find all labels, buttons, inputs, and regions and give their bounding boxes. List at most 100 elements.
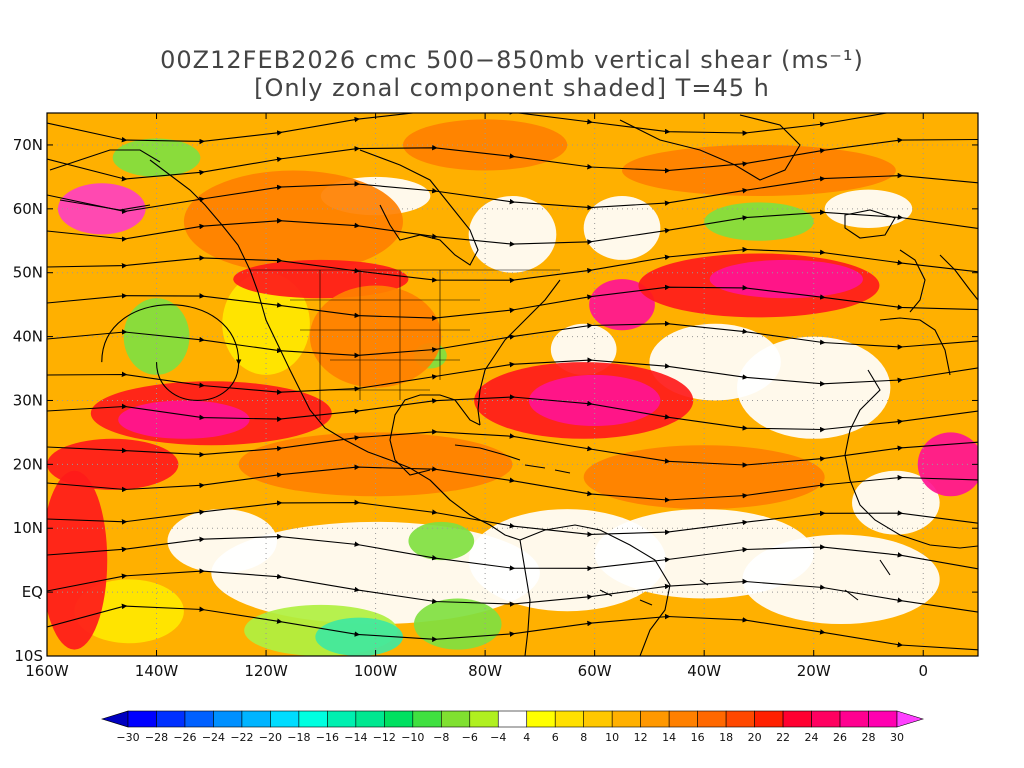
colorbar-label: 18 (719, 731, 733, 744)
colorbar-swatch (611, 710, 641, 728)
longitude-ticks: 160W 140W 120W 100W 80W 60W 40W 20W 0 (25, 113, 928, 680)
colorbar-swatch (184, 710, 214, 728)
lat-tick-label: 30N (13, 391, 43, 409)
lon-tick-label: 60W (578, 662, 612, 680)
colorbar-label: 14 (662, 731, 676, 744)
lat-tick-label: 10S (14, 647, 43, 665)
colorbar-high-arrow (896, 710, 925, 728)
colorbar-label: −10 (401, 731, 424, 744)
lat-tick-label: 20N (13, 455, 43, 473)
colorbar: −30 −28 −26 −24 −22 −20 −18 −16 −14 −12 −10 −8 −6 −4 4… (100, 710, 925, 744)
colorbar-swatch (298, 710, 328, 728)
chart-title-line1: 00Z12FEB2026 cmc 500−850mb vertical shea… (160, 46, 864, 74)
colorbar-swatch (811, 710, 841, 728)
colorbar-swatch (440, 710, 471, 728)
colorbar-label: 10 (605, 731, 619, 744)
streamline (47, 246, 978, 284)
lon-tick-label: 140W (135, 662, 179, 680)
colorbar-label: −24 (202, 731, 225, 744)
colorbar-label: −4 (490, 731, 506, 744)
colorbar-swatch (554, 710, 585, 728)
streamline (47, 209, 978, 247)
streamline (47, 429, 978, 468)
lat-tick-label: 70N (13, 136, 43, 154)
colorbar-swatch (640, 710, 670, 728)
shear-blob (118, 400, 250, 439)
lon-tick-label: 120W (244, 662, 288, 680)
colorbar-swatch (355, 710, 385, 728)
colorbar-label: −12 (373, 731, 396, 744)
shear-blob (47, 470, 108, 650)
colorbar-swatch (384, 710, 414, 728)
colorbar-label: −28 (145, 731, 168, 744)
colorbar-swatch (868, 710, 898, 728)
streamline (47, 603, 978, 651)
colorbar-swatch (782, 710, 812, 728)
colorbar-swatch (497, 710, 528, 728)
chart-title-line2: [Only zonal component shaded] T=45 h (254, 74, 770, 102)
colorbar-label: 30 (890, 731, 904, 744)
lon-tick-label: 0 (918, 662, 928, 680)
shaded-field (47, 113, 978, 656)
lat-tick-label: 50N (13, 264, 43, 282)
streamline (47, 357, 978, 395)
lat-tick-label: 40N (13, 328, 43, 346)
colorbar-label: 26 (833, 731, 847, 744)
lon-tick-label: 160W (25, 662, 69, 680)
streamline (101, 304, 242, 402)
colorbar-label: 24 (805, 731, 819, 744)
lon-tick-label: 100W (354, 662, 398, 680)
colorbar-label: 28 (862, 731, 876, 744)
colorbar-label: 8 (580, 731, 587, 744)
colorbar-label: −22 (230, 731, 253, 744)
colorbar-label: −20 (259, 731, 282, 744)
streamline (47, 284, 978, 321)
colorbar-swatch (270, 710, 300, 728)
colorbar-swatch (839, 710, 869, 728)
streamline (47, 137, 978, 182)
lat-tick-label: EQ (22, 583, 43, 601)
lon-tick-label: 80W (468, 662, 502, 680)
lat-tick-label: 10N (13, 519, 43, 537)
colorbar-low-arrow (100, 710, 129, 728)
lon-tick-label: 40W (687, 662, 721, 680)
lat-tick-label: 60N (13, 200, 43, 218)
shear-blob (413, 598, 502, 650)
colorbar-swatch (583, 710, 613, 728)
colorbar-label: 4 (523, 731, 530, 744)
colorbar-label: −16 (316, 731, 339, 744)
colorbar-swatch (127, 710, 157, 728)
colorbar-swatch (213, 710, 243, 728)
colorbar-label: 20 (748, 731, 762, 744)
lon-tick-label: 20W (797, 662, 831, 680)
colorbar-swatch (327, 710, 357, 728)
streamlines (47, 113, 978, 651)
streamline (47, 320, 978, 359)
colorbar-swatch (241, 710, 271, 728)
shear-blob (238, 432, 513, 497)
colorbar-label: −8 (433, 731, 449, 744)
colorbar-label: −26 (173, 731, 196, 744)
colorbar-swatch (526, 710, 556, 728)
shear-blob (583, 445, 825, 510)
streamline (47, 499, 978, 538)
colorbar-label: −18 (287, 731, 310, 744)
colorbar-label: 22 (776, 731, 790, 744)
colorbar-swatch (725, 710, 755, 728)
colorbar-label: −6 (462, 731, 478, 744)
latitude-ticks: 70N 60N 50N 40N 30N 20N 10N EQ 10S (13, 136, 978, 665)
shear-blob (112, 138, 201, 177)
colorbar-label: 12 (634, 731, 648, 744)
shear-blob (742, 534, 940, 625)
colorbar-label: 16 (691, 731, 705, 744)
colorbar-swatch (156, 710, 186, 728)
streamline (47, 464, 978, 503)
colorbar-label: −14 (344, 731, 367, 744)
colorbar-swatch (412, 710, 442, 728)
colorbar-swatch (697, 710, 727, 728)
streamline (47, 172, 978, 215)
shear-blob (309, 285, 442, 388)
streamline (47, 533, 978, 572)
shear-blob (468, 196, 557, 273)
